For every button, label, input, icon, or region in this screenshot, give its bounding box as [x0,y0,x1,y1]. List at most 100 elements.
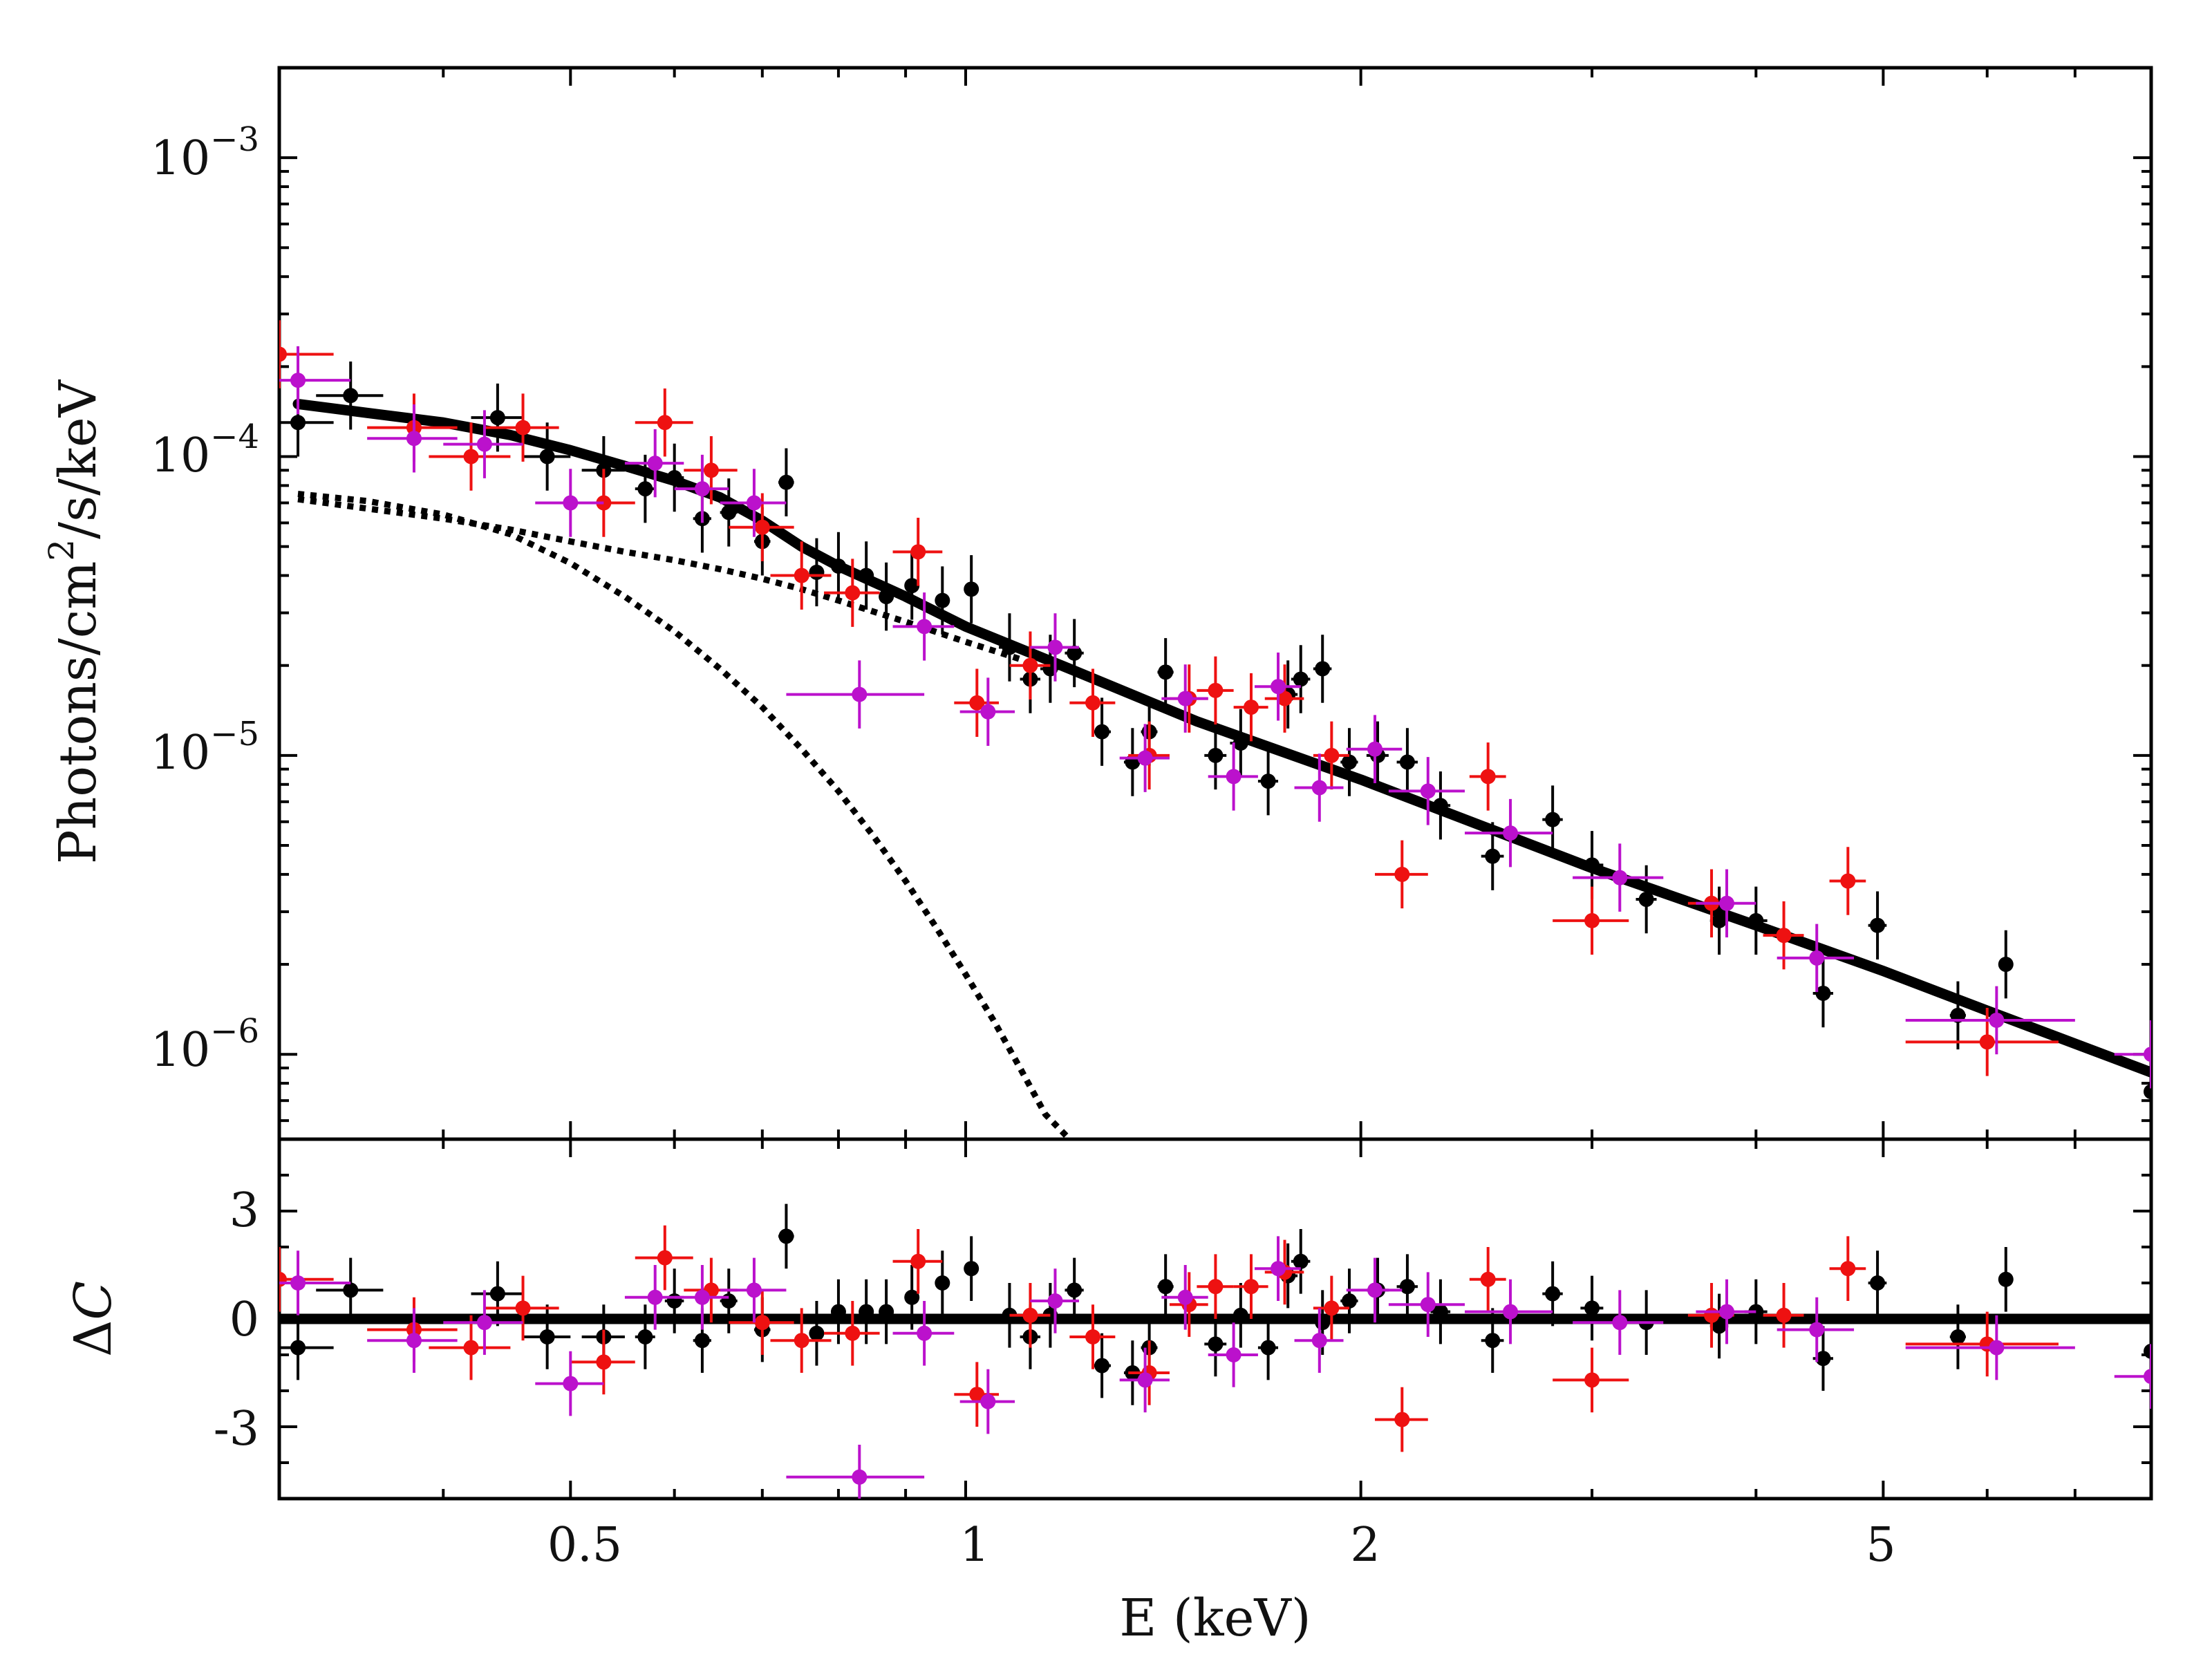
residual-y-tick-label-3: 3 [229,1183,259,1238]
residual-marker [1815,1351,1831,1367]
residual-point [1469,1247,1506,1312]
residual-marker [1293,1253,1309,1269]
data-point [279,346,351,415]
data-marker [1870,917,1886,933]
data-marker [1094,724,1110,740]
data-marker [694,481,710,497]
data-marker [1367,741,1383,757]
data-marker [1226,769,1241,785]
spectrum-panel-frame [277,66,2153,1141]
data-marker [1067,645,1082,661]
residual-marker [1315,1315,1331,1331]
x-axis-title: E (keV) [1119,1588,1311,1648]
data-point [1375,840,1428,909]
residual-marker [1950,1329,1966,1344]
data-point [964,555,980,624]
data-marker [1311,780,1327,796]
data-marker [1545,812,1561,827]
x-tick-label-5: 5 [1866,1518,1895,1573]
residual-marker [515,1300,531,1316]
data-marker [1208,747,1224,763]
data-marker [1158,664,1174,680]
residual-marker [1989,1340,2005,1356]
data-marker [1022,657,1038,673]
residual-marker [1584,1372,1600,1388]
residual-point [1580,1275,1604,1341]
residual-marker [1226,1347,1241,1362]
data-point [904,551,920,620]
residual-marker [694,1333,710,1349]
residual-point [1197,1254,1234,1319]
data-point [429,422,511,491]
data-marker [1394,866,1410,882]
data-point [316,361,384,430]
residual-marker [1208,1336,1224,1352]
data-point [1868,891,1887,959]
residual-marker [637,1329,653,1344]
residual-marker [794,1333,809,1349]
residual-point [892,1229,943,1294]
data-point [279,320,334,388]
y-axis-title-spectrum: Photons/cm2/s/keV [41,379,108,864]
residual-marker [657,1250,673,1266]
data-marker [917,619,932,635]
data-point [443,410,523,478]
data-point [635,454,655,523]
residual-marker [1243,1279,1259,1295]
x-tick-label-2: 2 [1350,1518,1380,1573]
data-marker [1243,700,1259,715]
data-marker [1399,754,1415,770]
residual-marker [1998,1271,2014,1287]
data-point [830,532,846,601]
residual-point [1157,1254,1174,1319]
data-point [1204,721,1227,790]
y-tick-label-1e-5: 10−5 [151,715,259,780]
residual-marker [290,1340,306,1356]
residual-point [1257,1315,1279,1380]
data-point [1157,638,1174,706]
residual-point [367,1308,458,1373]
data-marker [1208,682,1224,698]
data-marker [290,415,306,431]
residual-point [1868,1250,1887,1315]
residual-point [1169,1272,1208,1337]
residual-point [1254,1236,1301,1301]
residual-marker [406,1333,422,1349]
residual-point [635,1225,693,1291]
data-point [1291,645,1311,713]
data-marker [1277,691,1293,706]
residual-marker [539,1329,555,1344]
data-point [786,660,925,729]
data-marker [845,585,861,601]
data-marker [879,589,894,605]
residual-point [1204,1311,1227,1377]
residual-point [892,1301,955,1366]
data-marker [1638,892,1654,908]
data-marker [721,505,737,521]
data-marker [463,449,479,465]
residual-marker [910,1253,926,1269]
data-point [1069,668,1116,737]
data-marker [637,481,653,497]
data-marker [406,431,422,447]
residual-point [279,1250,351,1315]
residual-point [1291,1229,1311,1294]
residual-point [1542,1261,1563,1327]
data-point [770,541,832,610]
data-marker [964,581,980,597]
residual-marker [1612,1315,1628,1331]
data-point [1197,656,1234,725]
data-marker [1584,857,1600,873]
data-point [959,677,1015,746]
data-marker [1748,912,1764,928]
data-marker [1612,870,1628,885]
y-tick-label-1e-3: 10−3 [151,120,259,186]
data-marker [1503,825,1519,841]
residual-marker [754,1315,770,1331]
residual-point [1777,1297,1855,1362]
data-marker [904,578,920,594]
residual-marker [1137,1372,1153,1388]
data-marker [343,388,359,404]
data-point [1161,664,1208,733]
residual-point [1465,1279,1553,1344]
